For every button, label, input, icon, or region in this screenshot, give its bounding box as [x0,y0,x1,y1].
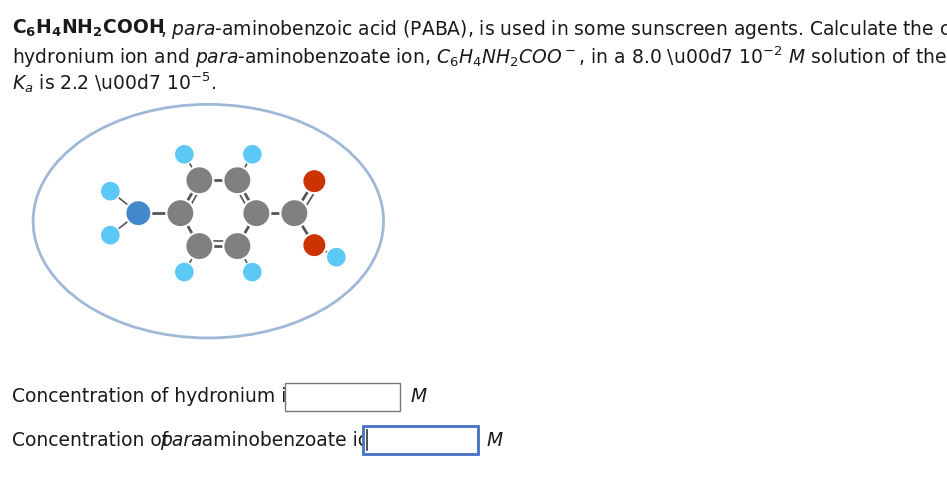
Text: Concentration of: Concentration of [12,430,174,449]
Circle shape [242,199,270,227]
Circle shape [302,233,327,257]
Text: $\mathit{K_a}$ is 2.2 \u00d7 10$^{-5}$.: $\mathit{K_a}$ is 2.2 \u00d7 10$^{-5}$. [12,70,216,95]
Circle shape [280,199,309,227]
FancyBboxPatch shape [285,383,400,411]
Text: $\mathbf{C_6H_4NH_2COOH}$: $\mathbf{C_6H_4NH_2COOH}$ [12,18,164,39]
Circle shape [223,166,251,194]
Circle shape [186,232,213,260]
Circle shape [174,144,194,165]
Circle shape [223,232,251,260]
Circle shape [327,247,347,267]
Text: $\mathit{M}$: $\mathit{M}$ [410,388,428,407]
Circle shape [174,262,194,282]
Circle shape [100,225,120,245]
Text: Concentration of hydronium ion =: Concentration of hydronium ion = [12,388,331,407]
Text: $\mathit{M}$: $\mathit{M}$ [486,430,504,449]
Circle shape [242,262,262,282]
FancyBboxPatch shape [363,426,478,454]
Circle shape [302,169,327,193]
Text: hydronium ion and $\it{para}$-aminobenzoate ion, $\mathit{C_6H_4NH_2COO^-}$, in : hydronium ion and $\it{para}$-aminobenzo… [12,44,947,70]
Circle shape [100,181,120,201]
Text: -aminobenzoate ion =: -aminobenzoate ion = [195,430,402,449]
Circle shape [186,166,213,194]
Text: para: para [160,430,203,449]
Circle shape [242,144,262,165]
Circle shape [125,200,152,226]
Text: , $\it{para}$-aminobenzoic acid (PABA), is used in some sunscreen agents. Calcul: , $\it{para}$-aminobenzoic acid (PABA), … [160,18,947,41]
Circle shape [167,199,194,227]
